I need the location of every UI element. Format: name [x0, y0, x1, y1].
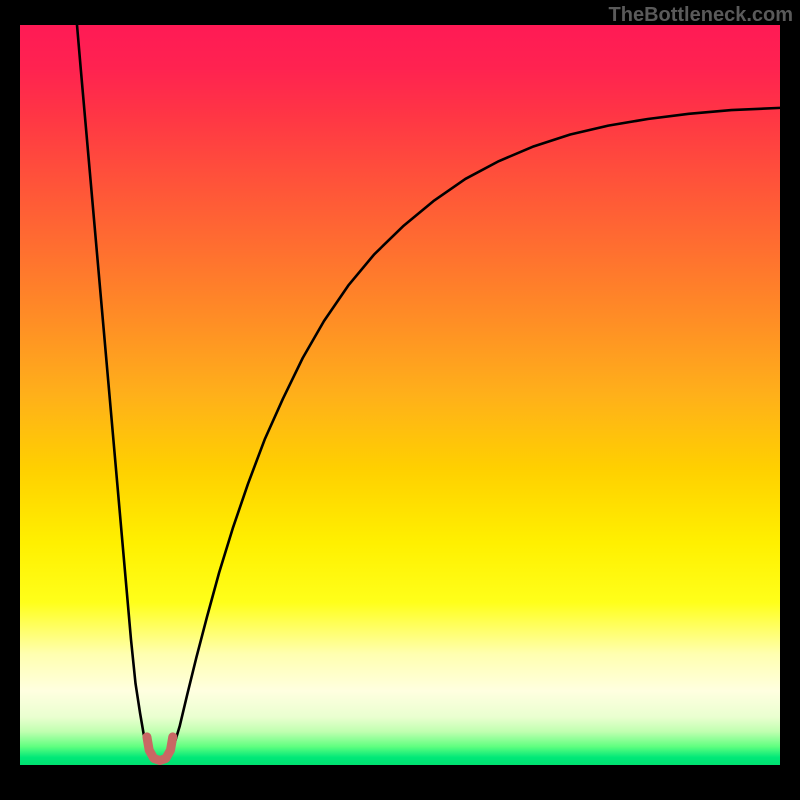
optimal-marker	[147, 737, 173, 761]
plot-area	[20, 25, 780, 765]
curve-layer	[20, 25, 780, 765]
watermark-text: TheBottleneck.com	[609, 4, 793, 27]
bottleneck-curve-left	[77, 25, 151, 755]
bottleneck-curve-right	[169, 108, 780, 756]
